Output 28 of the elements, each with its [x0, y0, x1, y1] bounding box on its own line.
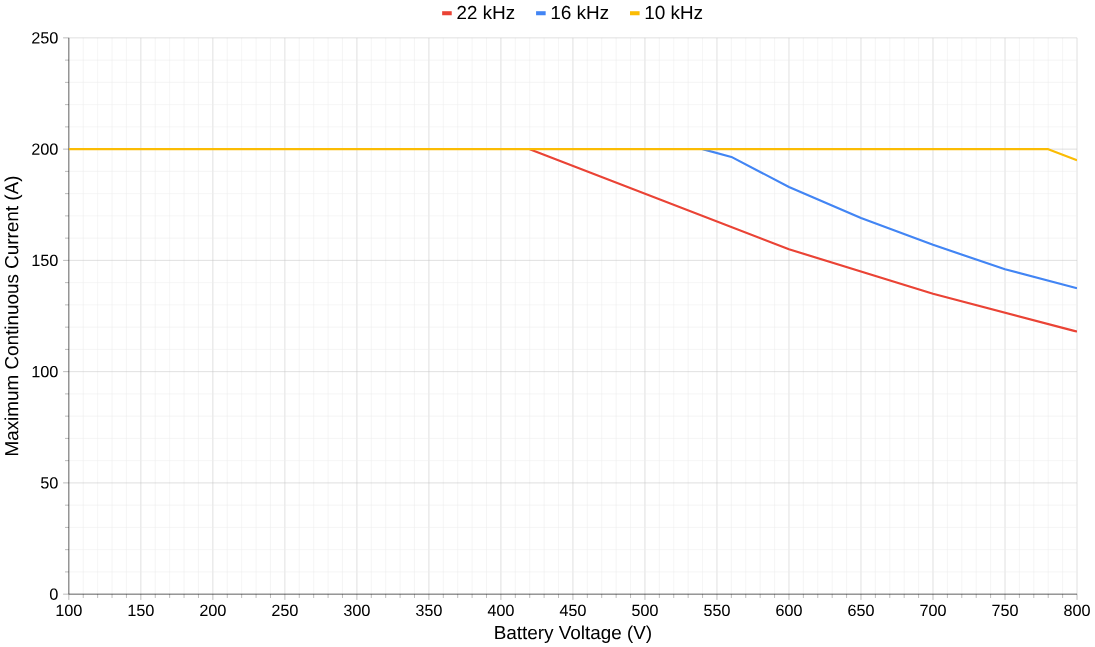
line-series	[528, 147, 1078, 333]
x-tick-label: 350	[416, 604, 442, 616]
x-tick-label: 250	[272, 604, 298, 616]
y-tick-label: 150	[32, 254, 58, 266]
x-tick-label: 300	[344, 604, 370, 616]
x-tick-label: 500	[632, 604, 658, 616]
y-tick-label: 50	[40, 476, 58, 489]
x-tick-label: 100	[56, 604, 82, 616]
x-tick-label: 150	[128, 604, 154, 616]
y-tick-label: 250	[32, 31, 58, 44]
x-tick-label: 200	[200, 604, 226, 616]
x-tick-label: 750	[992, 604, 1018, 616]
y-tick-label: 100	[32, 365, 58, 378]
x-tick-label: 550	[704, 604, 730, 616]
x-tick-label: 650	[848, 604, 874, 616]
x-tick-label: 400	[487, 604, 514, 616]
x-tick-label: 800	[1064, 604, 1090, 616]
line-series	[701, 147, 1078, 290]
x-tick-label: 700	[920, 604, 946, 616]
x-tick-label: 600	[776, 604, 802, 616]
x-axis-title: Battery Voltage (V)	[495, 625, 651, 643]
y-tick-label: 0	[49, 588, 58, 600]
legend-label: 10 kHz	[645, 5, 703, 20]
y-axis-title: Maximum Continuous Current (A)	[4, 176, 23, 455]
legend-label: 16 kHz	[551, 5, 609, 20]
legend-label: 22 kHz	[457, 5, 515, 19]
x-tick-label: 450	[559, 604, 586, 616]
y-tick-label: 200	[32, 143, 58, 155]
